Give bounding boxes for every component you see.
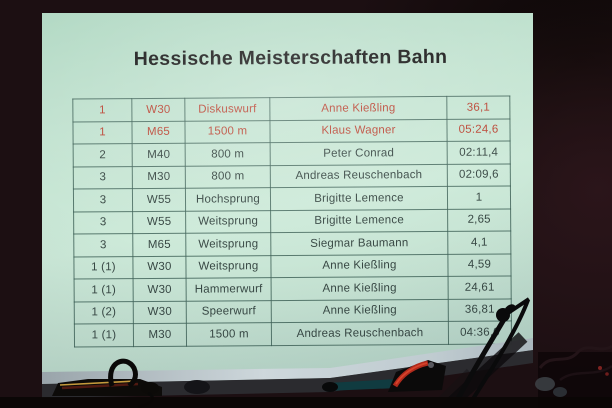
cell-discipline: 800 m bbox=[185, 142, 271, 166]
cell-result: 36,81 bbox=[448, 298, 512, 322]
audio-equipment-silhouette bbox=[535, 344, 612, 408]
table-row: 1 (1) W30 Weitsprung Anne Kießling 4,59 bbox=[73, 253, 512, 279]
table-row: 1 W30 Diskuswurf Anne Kießling 36,1 bbox=[72, 95, 510, 122]
table-row: 1 (1) W30 Hammerwurf Anne Kießling 24,61 bbox=[74, 275, 512, 302]
cell-age-class: M40 bbox=[132, 143, 186, 167]
cell-athlete: Brigitte Lemence bbox=[270, 208, 448, 233]
cell-result: 24,61 bbox=[448, 275, 512, 299]
cell-result: 04:36,0 bbox=[448, 320, 512, 344]
cell-discipline: Weitsprung bbox=[185, 232, 271, 256]
cell-discipline: 800 m bbox=[185, 165, 271, 189]
cell-athlete: Anne Kießling bbox=[271, 298, 449, 323]
cell-discipline: Diskuswurf bbox=[184, 97, 270, 121]
table-row: 1 (1) M30 1500 m Andreas Reuschenbach 04… bbox=[74, 320, 512, 347]
slide-content: Hessische Meisterschaften Bahn 1 W30 Dis… bbox=[42, 13, 533, 384]
table-row: 3 M65 Weitsprung Siegmar Baumann 4,1 bbox=[73, 230, 511, 257]
cell-place: 2 bbox=[73, 143, 133, 167]
cell-result: 1 bbox=[447, 185, 511, 209]
cell-athlete: Anne Kießling bbox=[271, 276, 449, 301]
cell-age-class: M30 bbox=[133, 323, 187, 347]
cell-result: 2,65 bbox=[447, 208, 511, 232]
cell-age-class: W55 bbox=[132, 188, 186, 212]
cell-age-class: M65 bbox=[132, 233, 186, 257]
cell-age-class: W30 bbox=[132, 255, 187, 279]
cell-place: 1 bbox=[72, 98, 132, 122]
cell-discipline: 1500 m bbox=[186, 322, 272, 346]
cell-result: 02:09,6 bbox=[447, 163, 511, 187]
cell-athlete: Andreas Reuschenbach bbox=[271, 321, 449, 346]
cell-athlete: Klaus Wagner bbox=[269, 118, 448, 143]
cell-athlete: Peter Conrad bbox=[270, 141, 448, 166]
cell-result: 36,1 bbox=[446, 95, 510, 119]
cell-age-class: W55 bbox=[132, 210, 186, 234]
cell-athlete: Anne Kießling bbox=[270, 253, 449, 278]
cell-age-class: W30 bbox=[133, 278, 187, 302]
cell-discipline: Hochsprung bbox=[185, 187, 271, 211]
cell-discipline: Hammerwurf bbox=[186, 277, 272, 301]
cell-result: 05:24,6 bbox=[446, 118, 511, 142]
cell-discipline: Weitsprung bbox=[185, 255, 272, 279]
table-row: 3 W55 Weitsprung Brigitte Lemence 2,65 bbox=[73, 208, 511, 234]
results-table-body: 1 W30 Diskuswurf Anne Kießling 36,1 1 M6… bbox=[72, 95, 512, 347]
cell-place: 3 bbox=[73, 166, 133, 189]
cell-result: 4,59 bbox=[447, 253, 512, 277]
table-row: 3 W55 Hochsprung Brigitte Lemence 1 bbox=[73, 185, 511, 212]
cell-discipline: 1500 m bbox=[184, 120, 271, 144]
cell-place: 3 bbox=[73, 211, 133, 234]
cell-place: 1 bbox=[72, 121, 133, 144]
table-row: 2 M40 800 m Peter Conrad 02:11,4 bbox=[73, 140, 511, 167]
cell-discipline: Speerwurf bbox=[186, 300, 272, 324]
cell-place: 3 bbox=[73, 233, 133, 257]
slide-title: Hessische Meisterschaften Bahn bbox=[133, 45, 448, 71]
cell-athlete: Andreas Reuschenbach bbox=[270, 163, 448, 188]
cell-athlete: Anne Kießling bbox=[269, 96, 447, 121]
cell-age-class: M30 bbox=[132, 165, 186, 189]
cell-age-class: W30 bbox=[131, 98, 185, 122]
cell-result: 02:11,4 bbox=[447, 140, 511, 164]
table-row: 3 M30 800 m Andreas Reuschenbach 02:09,6 bbox=[73, 163, 511, 189]
cell-place: 1 (1) bbox=[74, 323, 134, 347]
slide: Hessische Meisterschaften Bahn 1 W30 Dis… bbox=[42, 13, 533, 384]
cell-place: 1 (1) bbox=[73, 256, 134, 279]
equipment-led bbox=[598, 366, 602, 370]
cell-result: 4,1 bbox=[447, 230, 511, 254]
table-row: 1 (2) W30 Speerwurf Anne Kießling 36,81 bbox=[74, 298, 512, 324]
cell-place: 1 (2) bbox=[74, 301, 134, 324]
cell-age-class: M65 bbox=[131, 120, 186, 144]
table-row: 1 M65 1500 m Klaus Wagner 05:24,6 bbox=[72, 118, 511, 144]
cell-place: 3 bbox=[73, 188, 133, 212]
pen-silhouette bbox=[322, 379, 398, 392]
mouse-silhouette bbox=[184, 380, 210, 394]
cell-age-class: W30 bbox=[133, 300, 187, 324]
cell-discipline: Weitsprung bbox=[185, 210, 271, 234]
projection-screen: Hessische Meisterschaften Bahn 1 W30 Dis… bbox=[42, 13, 533, 384]
results-table: 1 W30 Diskuswurf Anne Kießling 36,1 1 M6… bbox=[72, 95, 513, 347]
cell-athlete: Siegmar Baumann bbox=[270, 231, 448, 256]
cell-athlete: Brigitte Lemence bbox=[270, 186, 448, 211]
cell-place: 1 (1) bbox=[74, 278, 134, 302]
